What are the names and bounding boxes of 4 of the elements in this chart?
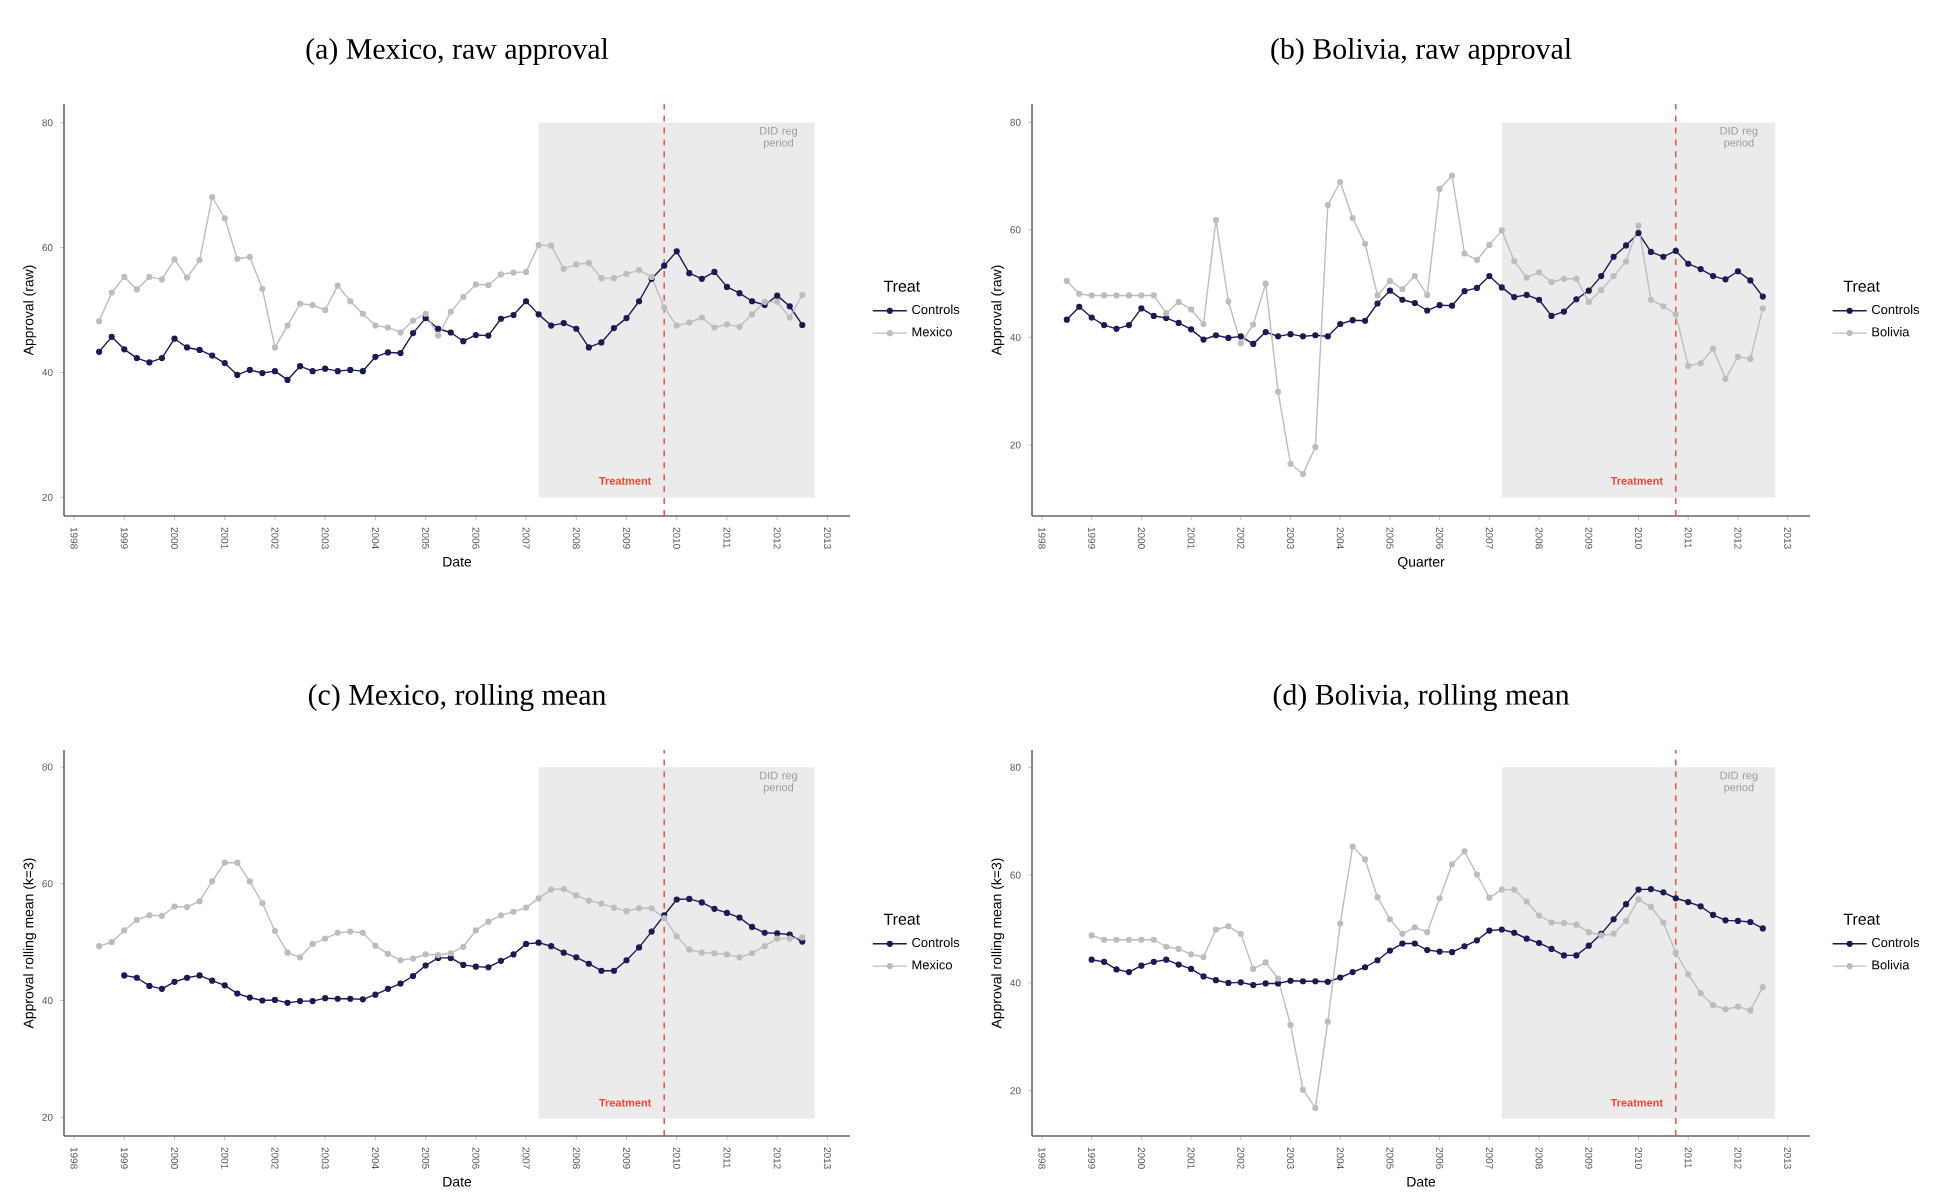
- chart-title: (a) Mexico, raw approval: [306, 38, 609, 66]
- chart-title: (d) Bolivia, rolling mean: [1273, 683, 1570, 712]
- chart-title: (c) Mexico, rolling mean: [308, 683, 606, 712]
- chart-title: (b) Bolivia, raw approval: [1271, 37, 1572, 66]
